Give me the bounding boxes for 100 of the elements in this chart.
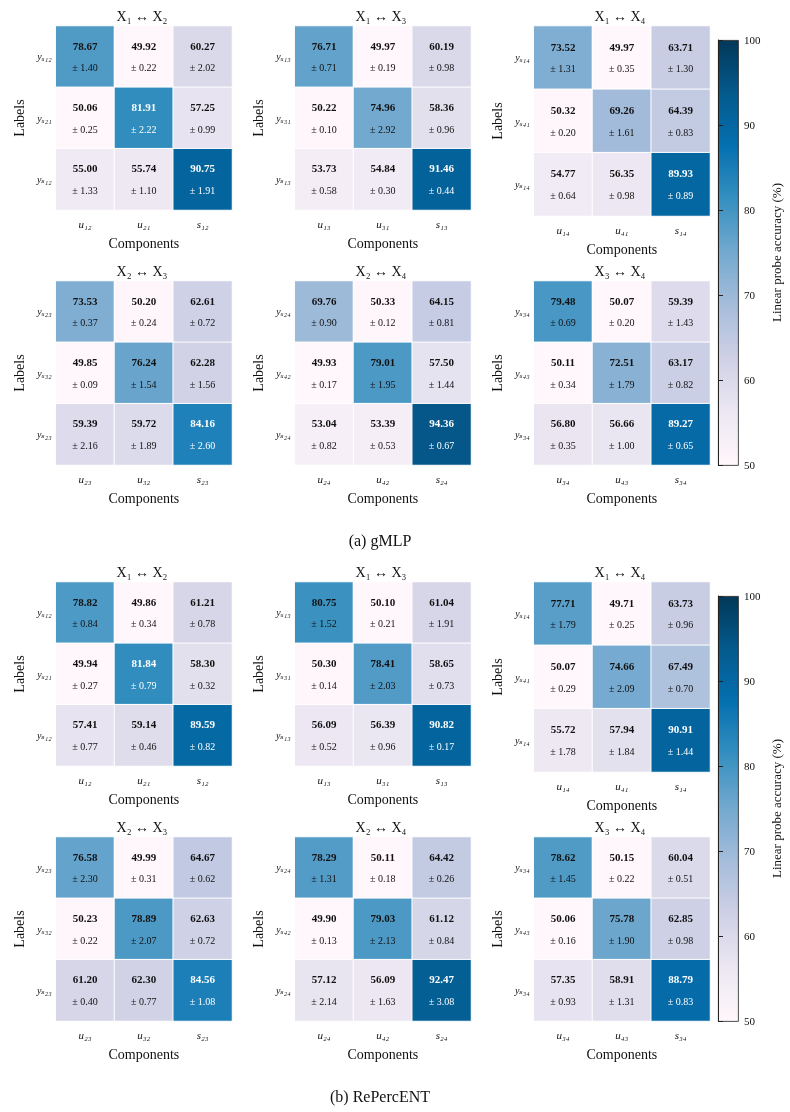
annotation: ± 2.22 bbox=[131, 123, 157, 135]
data-label: 67.49 bbox=[668, 660, 694, 672]
data-label: 90.91 bbox=[668, 723, 693, 736]
annotation: ± 0.82 bbox=[189, 740, 216, 752]
annotation: ± 0.96 bbox=[667, 619, 694, 631]
annotation: ± 2.09 bbox=[609, 682, 635, 694]
annotation: ± 2.07 bbox=[131, 934, 157, 946]
data-label: 50.20 bbox=[131, 294, 157, 307]
y-tick-label: yᵤ₄₃ bbox=[514, 367, 531, 379]
data-label: 57.35 bbox=[550, 973, 576, 986]
data-label: 80.75 bbox=[311, 595, 337, 608]
color-bar-label: 70 bbox=[744, 289, 756, 301]
y-tick-label: yᵤ₁₃ bbox=[275, 51, 292, 63]
annotation: ± 0.16 bbox=[550, 934, 576, 946]
data-label: 49.92 bbox=[131, 39, 157, 52]
data-label: 64.39 bbox=[668, 104, 694, 116]
annotation: ± 0.83 bbox=[667, 995, 694, 1007]
x-tick-label: u₄₂ bbox=[376, 472, 390, 485]
data-label: 53.04 bbox=[311, 417, 337, 430]
annotation: ± 0.19 bbox=[370, 62, 396, 74]
data-label: 58.91 bbox=[609, 973, 635, 986]
color-bar-label: 50 bbox=[744, 1015, 756, 1027]
annotation: ± 0.32 bbox=[189, 679, 216, 691]
data-label: 57.50 bbox=[429, 356, 455, 368]
x-tick-label: s₃₄ bbox=[674, 1028, 687, 1041]
annotation: ± 0.31 bbox=[131, 873, 157, 885]
x-tick-label: u₃₁ bbox=[376, 217, 390, 230]
data-label: 50.15 bbox=[609, 850, 635, 863]
x-axis-title: Components bbox=[347, 235, 419, 251]
annotation: ± 1.00 bbox=[609, 439, 635, 451]
data-label: 57.41 bbox=[72, 718, 98, 731]
data-label: 60.19 bbox=[429, 39, 455, 52]
annotation: ± 0.17 bbox=[428, 740, 455, 752]
data-label: 76.58 bbox=[72, 850, 98, 863]
data-label: 90.75 bbox=[190, 162, 216, 175]
annotation: ± 2.60 bbox=[189, 439, 216, 451]
data-label: 55.72 bbox=[550, 723, 576, 736]
y-tick-label: yₛ₂₄ bbox=[274, 984, 292, 996]
x-tick-label: s₁₄ bbox=[674, 223, 687, 236]
data-label: 84.56 bbox=[190, 973, 216, 986]
annotation: ± 0.58 bbox=[311, 184, 337, 196]
annotation: ± 1.44 bbox=[428, 378, 455, 390]
y-axis-title: Labels bbox=[250, 910, 266, 948]
data-label: 56.39 bbox=[370, 718, 396, 731]
annotation: ± 0.71 bbox=[311, 62, 337, 74]
y-tick-label: yᵤ₃₂ bbox=[36, 367, 53, 379]
x-axis-title: Components bbox=[586, 241, 658, 257]
data-label: 79.48 bbox=[550, 294, 576, 307]
data-label: 50.32 bbox=[550, 104, 576, 116]
x-tick-label: u₂₄ bbox=[317, 472, 331, 485]
data-label: 62.28 bbox=[190, 356, 216, 368]
data-label: 53.39 bbox=[370, 417, 396, 430]
y-tick-label: yᵤ₁₃ bbox=[275, 607, 292, 619]
chart-title: X₁ ↔ X₂ bbox=[116, 564, 168, 580]
color-bar-label: 90 bbox=[744, 675, 756, 687]
y-tick-label: yᵤ₃₁ bbox=[275, 112, 291, 124]
annotation: ± 0.40 bbox=[72, 995, 98, 1007]
data-label: 56.66 bbox=[609, 417, 635, 430]
annotation: ± 1.10 bbox=[131, 184, 157, 196]
annotation: ± 0.93 bbox=[550, 995, 576, 1007]
data-label: 57.94 bbox=[609, 723, 635, 736]
y-tick-label: yₛ₁₂ bbox=[35, 173, 53, 185]
y-tick-label: yᵤ₃₂ bbox=[36, 923, 53, 935]
chart-title: X₁ ↔ X₂ bbox=[116, 8, 168, 24]
x-tick-label: u₄₂ bbox=[376, 1028, 390, 1041]
annotation: ± 0.96 bbox=[428, 123, 455, 135]
y-tick-label: yₛ₂₄ bbox=[274, 428, 292, 440]
annotation: ± 1.79 bbox=[609, 378, 635, 390]
y-tick-label: yₛ₁₄ bbox=[513, 734, 531, 746]
data-label: 61.12 bbox=[429, 912, 455, 924]
annotation: ± 1.79 bbox=[550, 619, 576, 631]
annotation: ± 0.84 bbox=[72, 618, 98, 630]
x-tick-label: u₄₃ bbox=[615, 472, 629, 485]
annotation: ± 1.61 bbox=[609, 126, 635, 138]
data-label: 59.14 bbox=[131, 718, 157, 731]
chart-title: X₂ ↔ X₃ bbox=[116, 263, 168, 279]
x-tick-label: s₃₄ bbox=[674, 472, 687, 485]
data-label: 58.30 bbox=[190, 657, 216, 669]
chart-title: X₂ ↔ X₄ bbox=[355, 819, 407, 835]
x-tick-label: s₂₃ bbox=[196, 472, 209, 485]
y-tick-label: yᵤ₃₄ bbox=[514, 306, 531, 318]
data-label: 89.93 bbox=[668, 167, 694, 180]
y-tick-label: yᵤ₄₁ bbox=[514, 671, 530, 683]
y-axis-title: Labels bbox=[489, 354, 505, 392]
data-label: 54.77 bbox=[550, 167, 576, 180]
x-tick-label: u₂₃ bbox=[78, 1028, 92, 1041]
data-label: 62.61 bbox=[190, 294, 215, 307]
data-label: 49.85 bbox=[72, 356, 98, 368]
data-label: 60.27 bbox=[190, 39, 216, 52]
data-label: 81.84 bbox=[131, 657, 157, 669]
annotation: ± 1.44 bbox=[667, 745, 694, 757]
data-label: 49.97 bbox=[370, 39, 396, 52]
data-label: 56.09 bbox=[311, 718, 337, 731]
y-axis-title: Labels bbox=[489, 102, 505, 140]
annotation: ± 0.17 bbox=[311, 378, 337, 390]
annotation: ± 0.77 bbox=[72, 740, 98, 752]
data-label: 63.73 bbox=[668, 596, 694, 609]
x-tick-label: u₃₂ bbox=[137, 1028, 151, 1041]
x-axis-title: Components bbox=[347, 791, 419, 807]
annotation: ± 0.83 bbox=[667, 126, 694, 138]
